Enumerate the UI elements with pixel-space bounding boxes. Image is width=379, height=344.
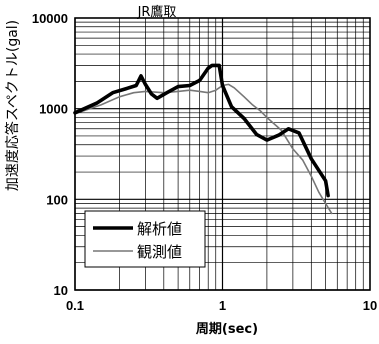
legend-label: 観測値 [137,244,182,261]
plot-frame [74,17,371,291]
y-axis-label: 加速度応答スペクトル(gal) [5,19,21,192]
x-axis-label: 周期(sec) [195,322,259,337]
y-tick-label: 100 [46,192,68,207]
x-tick-label: 10 [363,298,377,313]
y-tick-label: 1000 [39,102,68,117]
series-line-analysis [73,63,330,198]
series-line-observed [74,83,333,215]
y-tick-label: 10 [54,283,68,298]
y-tick-label: 10000 [32,11,68,26]
legend-box [84,210,206,268]
x-tick-label: 1 [219,298,226,313]
legend-label: 解析値 [137,221,182,238]
chart-title: JR鷹取 [137,5,177,20]
x-tick-label: 0.1 [66,298,84,313]
